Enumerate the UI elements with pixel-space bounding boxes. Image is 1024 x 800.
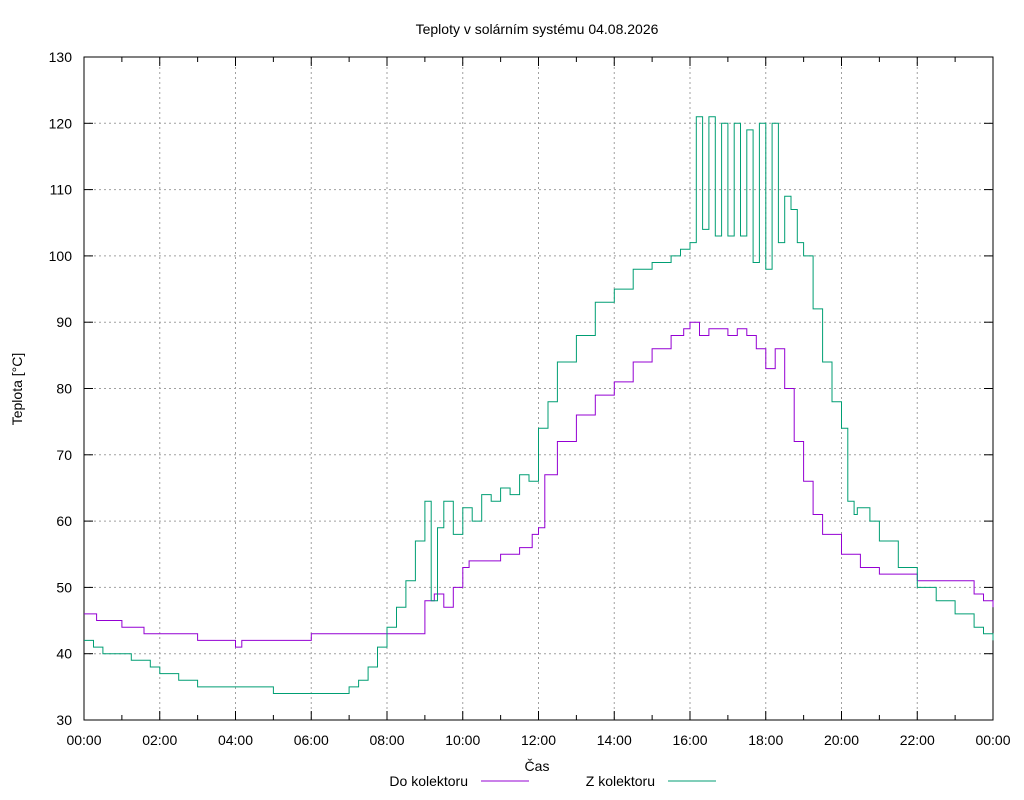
y-tick-label: 50 — [56, 579, 72, 595]
grid — [84, 57, 993, 720]
x-tick-label: 22:00 — [900, 732, 935, 748]
x-tick-label: 16:00 — [672, 732, 707, 748]
x-tick-label: 00:00 — [66, 732, 101, 748]
x-tick-label: 12:00 — [521, 732, 556, 748]
chart-title: Teploty v solárním systému 04.08.2026 — [416, 21, 659, 37]
y-tick-label: 130 — [49, 49, 73, 65]
x-tick-label: 00:00 — [975, 732, 1010, 748]
y-tick-label: 40 — [56, 646, 72, 662]
y-tick-label: 120 — [49, 115, 73, 131]
y-axis-label: Teplota [°C] — [9, 353, 25, 426]
x-axis-tick-labels: 00:00 02:00 04:00 06:00 08:00 10:00 12:00 14:00… — [66, 732, 1010, 748]
y-tick-label: 80 — [56, 381, 72, 397]
series-line-z-kolektoru — [84, 116, 994, 694]
y-tick-label: 30 — [56, 712, 72, 728]
axis-ticks — [83, 56, 994, 721]
x-tick-label: 10:00 — [445, 732, 480, 748]
y-axis-tick-labels: 30 40 50 60 70 80 90 100 110 120 130 — [49, 49, 73, 728]
series-line-do-kolektoru — [84, 321, 994, 648]
legend-label-z-kolektoru: Z kolektoru — [586, 773, 655, 789]
x-tick-label: 14:00 — [597, 732, 632, 748]
y-tick-label: 90 — [56, 314, 72, 330]
x-tick-label: 08:00 — [369, 732, 404, 748]
x-axis-label: Čas — [525, 758, 550, 774]
y-tick-label: 100 — [49, 248, 73, 264]
legend: Do kolektoru Z kolektoru — [389, 773, 716, 789]
x-tick-label: 18:00 — [748, 732, 783, 748]
x-tick-label: 20:00 — [824, 732, 859, 748]
y-tick-label: 70 — [56, 447, 72, 463]
x-tick-label: 02:00 — [142, 732, 177, 748]
x-tick-label: 04:00 — [218, 732, 253, 748]
series-layer — [84, 116, 994, 694]
legend-label-do-kolektoru: Do kolektoru — [389, 773, 468, 789]
y-tick-label: 110 — [50, 182, 73, 198]
x-tick-label: 06:00 — [294, 732, 329, 748]
y-tick-label: 60 — [56, 513, 72, 529]
